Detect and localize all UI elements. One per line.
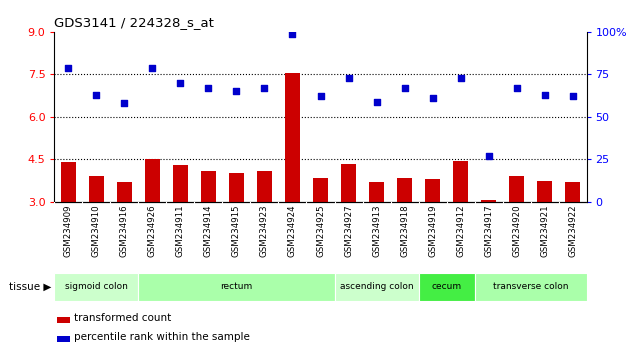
Point: [512, 85, 522, 91]
Bar: [425, 179, 440, 202]
Bar: [57, 336, 71, 342]
Text: GSM234915: GSM234915: [232, 205, 241, 257]
Text: GSM234927: GSM234927: [344, 205, 353, 257]
Text: tissue ▶: tissue ▶: [9, 282, 51, 292]
Point: [287, 31, 297, 36]
Text: GSM234919: GSM234919: [428, 205, 437, 257]
Point: [399, 85, 410, 91]
Point: [92, 92, 102, 98]
Bar: [419, 273, 474, 301]
Bar: [509, 176, 524, 202]
Point: [428, 95, 438, 101]
Bar: [89, 176, 104, 202]
Bar: [341, 164, 356, 202]
Bar: [57, 317, 71, 323]
Point: [315, 93, 326, 99]
Text: GSM234926: GSM234926: [148, 205, 157, 257]
Bar: [117, 182, 132, 202]
Point: [119, 101, 129, 106]
Bar: [229, 173, 244, 202]
Bar: [257, 171, 272, 202]
Text: GSM234918: GSM234918: [400, 205, 409, 257]
Point: [147, 65, 158, 70]
Text: GSM234922: GSM234922: [568, 205, 577, 257]
Text: GSM234924: GSM234924: [288, 205, 297, 257]
Bar: [565, 182, 580, 202]
Point: [539, 92, 549, 98]
Text: GDS3141 / 224328_s_at: GDS3141 / 224328_s_at: [54, 16, 214, 29]
Text: rectum: rectum: [221, 282, 253, 291]
Text: cecum: cecum: [431, 282, 462, 291]
Bar: [138, 273, 335, 301]
Bar: [201, 171, 216, 202]
Bar: [61, 162, 76, 202]
Text: sigmoid colon: sigmoid colon: [65, 282, 128, 291]
Text: GSM234920: GSM234920: [512, 205, 521, 257]
Text: GSM234925: GSM234925: [316, 205, 325, 257]
Text: GSM234914: GSM234914: [204, 205, 213, 257]
Text: transverse colon: transverse colon: [493, 282, 569, 291]
Text: GSM234921: GSM234921: [540, 205, 549, 257]
Point: [483, 153, 494, 159]
Text: GSM234923: GSM234923: [260, 205, 269, 257]
Bar: [54, 273, 138, 301]
Bar: [173, 165, 188, 202]
Text: GSM234912: GSM234912: [456, 205, 465, 257]
Text: GSM234917: GSM234917: [484, 205, 493, 257]
Point: [231, 88, 242, 94]
Bar: [313, 178, 328, 202]
Text: GSM234911: GSM234911: [176, 205, 185, 257]
Text: GSM234910: GSM234910: [92, 205, 101, 257]
Bar: [481, 200, 496, 202]
Point: [371, 99, 381, 104]
Text: transformed count: transformed count: [74, 313, 171, 323]
Text: GSM234909: GSM234909: [64, 205, 73, 257]
Text: GSM234916: GSM234916: [120, 205, 129, 257]
Point: [203, 85, 213, 91]
Bar: [285, 73, 300, 202]
Bar: [537, 181, 552, 202]
Bar: [474, 273, 587, 301]
Point: [567, 93, 578, 99]
Point: [63, 65, 74, 70]
Point: [344, 75, 354, 81]
Point: [455, 75, 465, 81]
Bar: [335, 273, 419, 301]
Bar: [369, 182, 384, 202]
Bar: [453, 161, 468, 202]
Text: GSM234913: GSM234913: [372, 205, 381, 257]
Point: [260, 85, 270, 91]
Text: ascending colon: ascending colon: [340, 282, 413, 291]
Text: percentile rank within the sample: percentile rank within the sample: [74, 332, 250, 342]
Point: [176, 80, 186, 86]
Bar: [145, 159, 160, 202]
Bar: [397, 178, 412, 202]
